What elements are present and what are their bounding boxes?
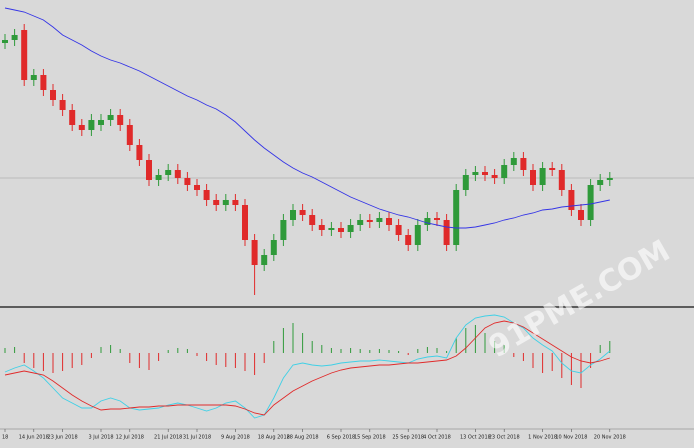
x-tick-label: 12 Jul 2018 [116, 435, 144, 441]
candle-body [69, 110, 76, 125]
candle-body [213, 200, 220, 205]
candle-body [386, 218, 392, 225]
candle-body [30, 75, 37, 80]
candle-body [21, 30, 28, 80]
candle-body [424, 218, 431, 225]
candle-body [395, 225, 402, 235]
candle-body [155, 175, 162, 180]
x-tick-label: 15 Sep 2018 [354, 435, 386, 441]
candle-body [2, 40, 8, 43]
candle-body [520, 158, 527, 170]
candle-body [597, 180, 604, 185]
candle-body [453, 190, 460, 245]
x-tick-label: 18 Aug 2018 [258, 435, 290, 441]
candle-body [462, 175, 469, 190]
candle-body [501, 165, 508, 178]
x-tick-label: 9 Aug 2018 [221, 435, 250, 441]
x-tick-label: 31 Jul 2018 [183, 435, 211, 441]
candle-body [482, 172, 488, 175]
candle-body [184, 178, 191, 185]
candle-body [194, 185, 200, 190]
candle-body [136, 145, 143, 160]
candle-body [414, 225, 421, 245]
candle-body [174, 170, 181, 178]
candle-body [146, 160, 152, 180]
candle-body [232, 200, 239, 205]
candle-body [78, 125, 85, 130]
candle-body [366, 220, 373, 222]
x-tick-label: 25 Sep 2018 [392, 435, 424, 441]
candle-body [578, 210, 584, 220]
x-tick-label: 3 Jul 2018 [88, 435, 113, 441]
candle-body [530, 170, 536, 185]
signal-line [4, 320, 610, 416]
candle-body [539, 168, 546, 185]
candle-body [50, 90, 56, 100]
x-tick-label: 21 Jul 2018 [154, 435, 182, 441]
x-tick-label: 4 Oct 2018 [423, 435, 451, 441]
candle-body [338, 228, 344, 232]
candle-body [558, 170, 565, 190]
candle-body [165, 170, 172, 175]
candle-body [299, 210, 306, 215]
candle-body [98, 120, 104, 125]
candle-body [222, 200, 229, 205]
x-tick-label: 23 Oct 2018 [489, 435, 520, 441]
candle-body [280, 220, 287, 240]
x-tick-label: 13 Oct 2018 [460, 435, 491, 441]
x-tick-label: 10 Nov 2018 [555, 435, 587, 441]
candle-body [309, 215, 316, 225]
candle-body [107, 115, 114, 120]
candle-body [347, 225, 354, 232]
candle-body [318, 225, 325, 230]
candle-body [405, 235, 412, 245]
moving-average [4, 7, 610, 229]
candle-body [376, 218, 383, 222]
candle-body [491, 175, 498, 178]
x-tick-label: 1 Nov 2018 [528, 435, 557, 441]
candle-body [40, 75, 47, 90]
candle-body [251, 240, 258, 265]
candle-body [11, 35, 18, 40]
candle-body [606, 178, 613, 180]
candle-body [434, 218, 440, 220]
candle-body [242, 205, 248, 240]
candle-body [203, 190, 210, 200]
candle-body [328, 228, 335, 230]
candle-body [261, 255, 268, 265]
x-tick-label: 14 Jun 2018 [19, 435, 49, 441]
candle-body [117, 115, 124, 125]
candle-body [88, 120, 95, 130]
candle-body [510, 158, 517, 165]
candle-body [549, 168, 556, 170]
candle-body [357, 220, 364, 225]
candle-body [126, 125, 133, 145]
candle-body [443, 220, 450, 245]
candle-body [472, 172, 479, 175]
x-tick-label: 20 Nov 2018 [594, 435, 626, 441]
x-tick-label: 28 Aug 2018 [287, 435, 319, 441]
candle-body [587, 185, 594, 220]
x-tick-label: 6 Sep 2018 [327, 435, 356, 441]
x-tick-label: 23 Jun 2018 [48, 435, 78, 441]
candle-body [270, 240, 277, 255]
candle-body [568, 190, 575, 210]
x-tick-label: 18 [2, 435, 8, 441]
macd-line [4, 314, 611, 419]
candle-body [59, 100, 66, 110]
candle-body [290, 210, 296, 220]
